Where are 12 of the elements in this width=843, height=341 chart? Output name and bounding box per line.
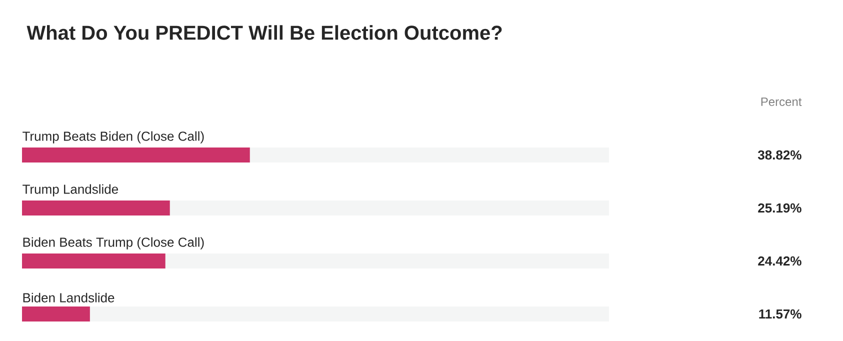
data-label: 24.42% bbox=[758, 256, 802, 266]
data-label: 38.82% bbox=[758, 150, 802, 160]
bar bbox=[22, 306, 90, 322]
data-label: 25.19% bbox=[758, 203, 802, 213]
y-tick-label: Biden Landslide bbox=[23, 292, 114, 302]
y-tick-label: Trump Beats Biden (Close Call) bbox=[22, 131, 204, 144]
data-label: 11.57% bbox=[759, 309, 802, 319]
text: Percent bbox=[761, 98, 802, 106]
bar bbox=[22, 253, 166, 268]
chart-title: What Do You PREDICT Will Be Election Outcome? bbox=[26, 25, 502, 40]
y-tick-label: Trump Landslide bbox=[22, 184, 118, 196]
y-tick-label: Biden Beats Trump (Close Call) bbox=[23, 237, 204, 250]
